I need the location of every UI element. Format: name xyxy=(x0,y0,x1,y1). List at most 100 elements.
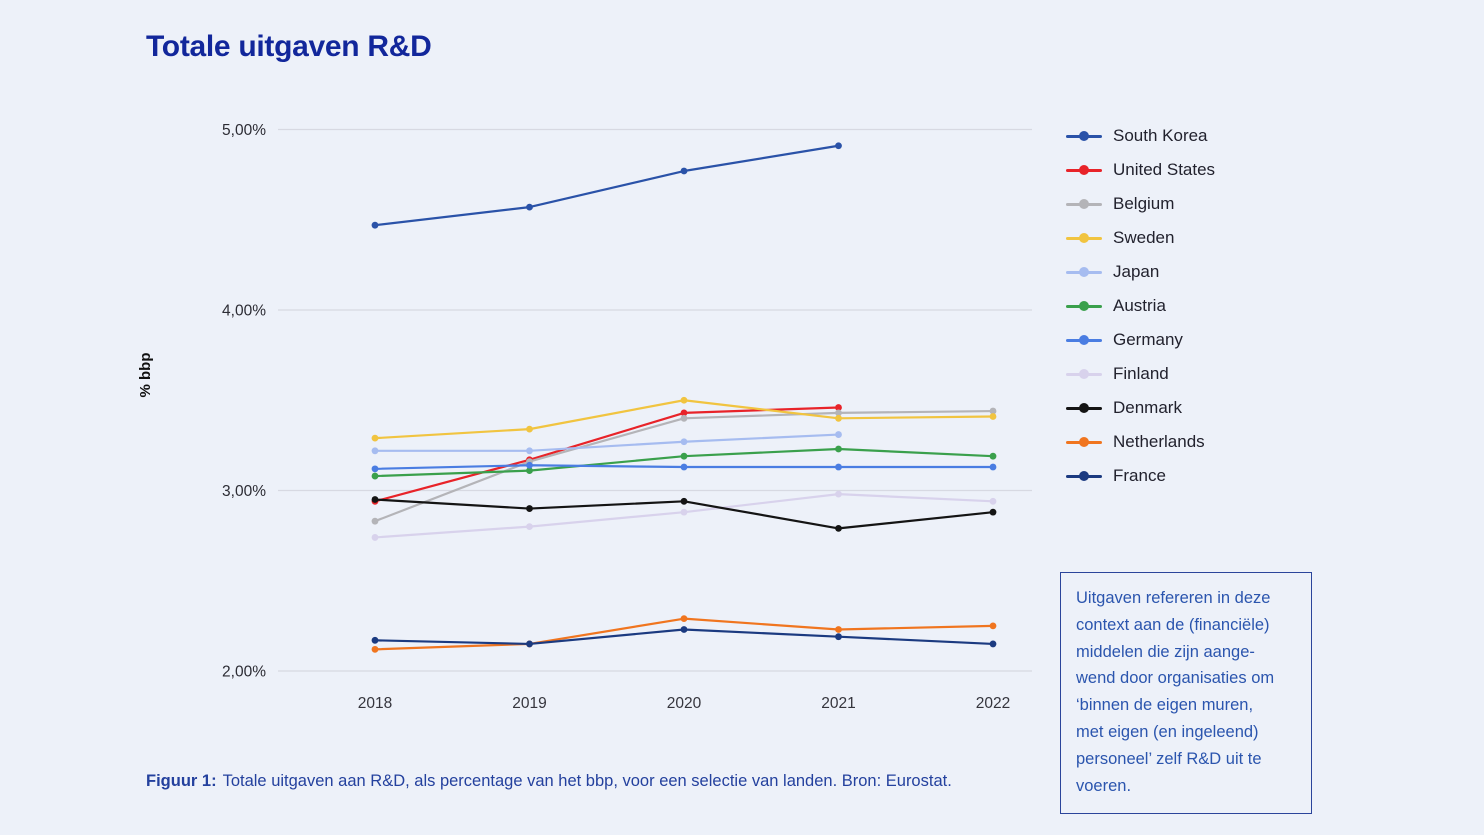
data-point-netherlands-2020 xyxy=(680,615,688,623)
info-box-line: met eigen (en ingeleend) xyxy=(1076,722,1259,741)
legend-item-netherlands: Netherlands xyxy=(1066,425,1326,459)
legend-label: Finland xyxy=(1113,364,1169,383)
legend-marker-icon xyxy=(1066,335,1102,345)
data-point-japan-2020 xyxy=(680,438,688,446)
data-point-south-korea-2018 xyxy=(371,221,379,229)
legend-item-belgium: Belgium xyxy=(1066,187,1326,221)
legend-item-germany: Germany xyxy=(1066,323,1326,357)
legend-item-denmark: Denmark xyxy=(1066,391,1326,425)
legend-label: Belgium xyxy=(1113,194,1175,213)
series-line-netherlands xyxy=(373,617,995,651)
data-point-belgium-2022 xyxy=(989,407,997,415)
legend-label: France xyxy=(1113,466,1166,485)
info-box-line: voeren. xyxy=(1076,776,1132,795)
data-point-austria-2018 xyxy=(371,472,379,480)
data-point-france-2021 xyxy=(835,633,842,641)
data-point-japan-2018 xyxy=(371,447,379,455)
y-tick-label: 2,00% xyxy=(222,664,266,681)
data-point-austria-2022 xyxy=(989,452,997,460)
figure-caption-label: Figuur 1: xyxy=(146,772,217,790)
legend-item-united-states: United States xyxy=(1066,153,1326,187)
data-point-denmark-2020 xyxy=(680,497,688,505)
legend-marker-icon xyxy=(1066,301,1102,311)
data-point-germany-2020 xyxy=(680,463,688,471)
info-box-line: Uitgaven refereren in deze xyxy=(1076,589,1271,607)
x-tick-label-2022: 2022 xyxy=(976,695,1010,712)
data-point-finland-2021 xyxy=(835,490,842,498)
legend-label: Netherlands xyxy=(1113,432,1205,451)
legend-marker-icon xyxy=(1066,437,1102,447)
data-point-austria-2021 xyxy=(835,445,842,453)
info-box-line: middelen die zijn aange- xyxy=(1076,642,1255,661)
data-point-belgium-2021 xyxy=(835,409,842,417)
data-point-belgium-2018 xyxy=(371,517,379,525)
data-point-germany-2019 xyxy=(526,461,533,469)
info-box-line: ‘binnen de eigen muren, xyxy=(1076,696,1254,715)
data-point-netherlands-2021 xyxy=(835,626,842,633)
data-point-austria-2019 xyxy=(526,467,533,475)
legend-marker-icon xyxy=(1066,131,1102,141)
legend-label: Austria xyxy=(1113,296,1166,315)
data-point-germany-2022 xyxy=(989,463,997,471)
data-point-denmark-2018 xyxy=(371,496,379,503)
legend-label: South Korea xyxy=(1113,126,1208,145)
data-point-denmark-2022 xyxy=(989,508,997,516)
data-point-japan-2021 xyxy=(835,431,842,438)
data-point-france-2019 xyxy=(526,640,533,648)
data-point-sweden-2021 xyxy=(835,414,842,422)
data-point-netherlands-2018 xyxy=(371,645,379,653)
legend-marker-icon xyxy=(1066,403,1102,413)
info-box: Uitgaven refereren in deze context aan de… xyxy=(1060,572,1312,815)
legend-marker-icon xyxy=(1066,199,1102,209)
legend-item-japan: Japan xyxy=(1066,255,1326,289)
data-point-south-korea-2020 xyxy=(680,167,688,175)
x-tick-label-2021: 2021 xyxy=(821,695,855,712)
data-point-united-states-2021 xyxy=(835,404,842,411)
x-tick-label-2019: 2019 xyxy=(512,695,546,712)
legend-label: Sweden xyxy=(1113,228,1175,247)
legend-label: United States xyxy=(1113,160,1216,179)
data-point-sweden-2022 xyxy=(989,413,997,420)
series-line-south-korea xyxy=(373,144,840,227)
figure-caption: Figuur 1: Totale uitgaven aan R&D, als pe… xyxy=(146,772,1046,791)
data-point-sweden-2018 xyxy=(371,434,379,442)
data-point-south-korea-2019 xyxy=(526,203,533,211)
y-tick-label: 3,00% xyxy=(222,483,266,500)
info-box-line: wend door organisaties om xyxy=(1076,669,1275,688)
legend-marker-icon xyxy=(1066,267,1102,277)
legend-marker-icon xyxy=(1066,471,1102,481)
x-tick-label-2018: 2018 xyxy=(358,695,392,712)
series-line-japan xyxy=(373,433,840,452)
y-tick-label: 5,00% xyxy=(222,122,266,139)
data-point-germany-2018 xyxy=(371,465,379,473)
figure-caption-text: Totale uitgaven aan R&D, als percentage … xyxy=(222,772,952,790)
data-point-united-states-2020 xyxy=(680,409,688,417)
legend-item-sweden: Sweden xyxy=(1066,221,1326,255)
data-point-france-2018 xyxy=(371,636,379,644)
y-axis-label: % bbp xyxy=(137,353,154,398)
legend-marker-icon xyxy=(1066,165,1102,175)
legend-marker-icon xyxy=(1066,369,1102,379)
legend-label: Japan xyxy=(1113,262,1160,281)
data-point-france-2020 xyxy=(680,626,688,633)
data-point-denmark-2019 xyxy=(526,505,533,512)
data-point-netherlands-2022 xyxy=(989,622,997,630)
data-point-austria-2020 xyxy=(680,452,688,460)
data-point-denmark-2021 xyxy=(835,525,842,532)
legend-label: Denmark xyxy=(1113,398,1182,417)
series-line-united-states xyxy=(373,406,840,503)
x-tick-label-2020: 2020 xyxy=(667,695,702,712)
page-title: Totale uitgaven R&D xyxy=(146,30,432,63)
chart-legend: South Korea United States Belgium Sweden Jap… xyxy=(1066,119,1326,493)
info-box-line: personeel’ zelf R&D uit te xyxy=(1076,749,1262,768)
legend-item-france: France xyxy=(1066,459,1326,493)
data-point-belgium-2020 xyxy=(680,414,688,422)
legend-item-austria: Austria xyxy=(1066,289,1326,323)
legend-label: Germany xyxy=(1113,330,1183,349)
data-point-finland-2022 xyxy=(989,497,997,505)
legend-marker-icon xyxy=(1066,233,1102,243)
data-point-japan-2019 xyxy=(526,447,533,455)
legend-item-finland: Finland xyxy=(1066,357,1326,391)
